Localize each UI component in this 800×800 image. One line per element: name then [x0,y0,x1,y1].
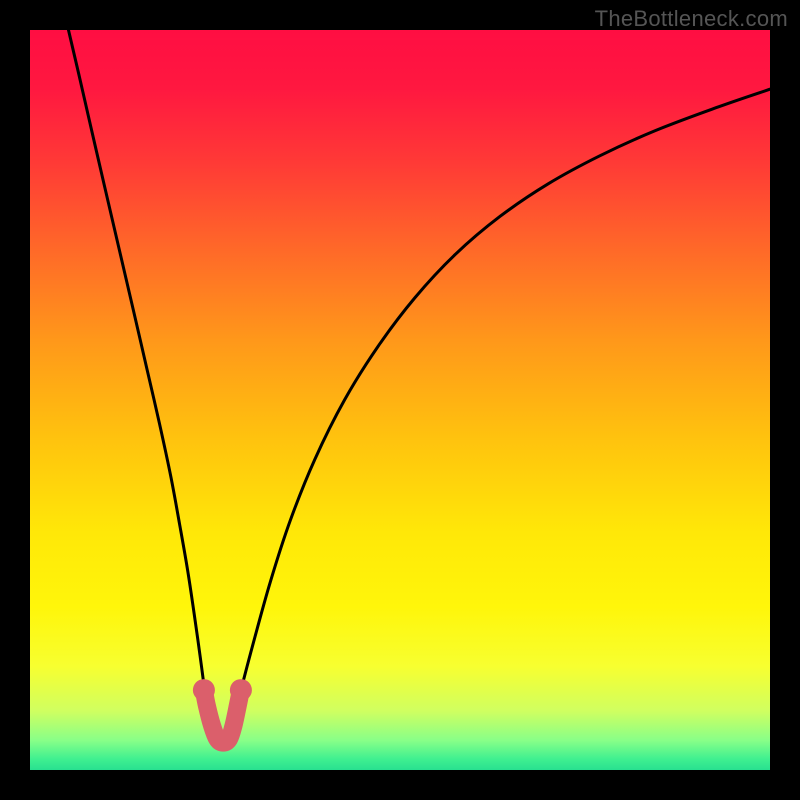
valley-marker-dot-right [230,679,252,701]
chart-background [30,30,770,770]
chart-plot-area [30,30,770,770]
valley-marker-dot-left [193,679,215,701]
watermark: TheBottleneck.com [595,6,788,32]
